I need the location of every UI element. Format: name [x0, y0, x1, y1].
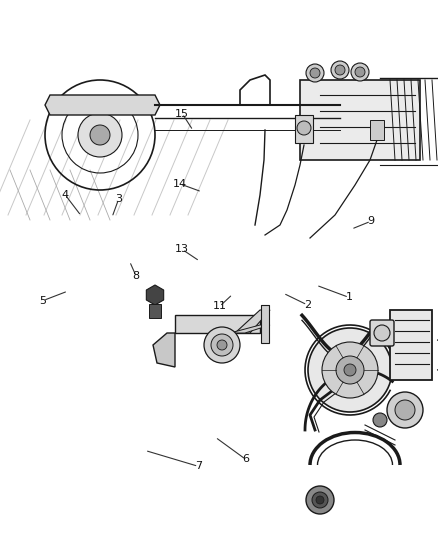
Text: 5: 5 — [39, 296, 46, 305]
Text: 6: 6 — [242, 455, 249, 464]
Circle shape — [372, 413, 386, 427]
Circle shape — [350, 63, 368, 81]
Circle shape — [334, 65, 344, 75]
FancyBboxPatch shape — [369, 320, 393, 346]
FancyBboxPatch shape — [261, 305, 268, 343]
Text: 13: 13 — [175, 245, 189, 254]
Polygon shape — [230, 325, 269, 333]
Circle shape — [335, 356, 363, 384]
Circle shape — [321, 342, 377, 398]
Text: 2: 2 — [303, 300, 310, 310]
Circle shape — [305, 486, 333, 514]
Circle shape — [330, 61, 348, 79]
Polygon shape — [234, 310, 269, 333]
Circle shape — [309, 68, 319, 78]
Text: 1: 1 — [345, 293, 352, 302]
Text: 14: 14 — [173, 179, 187, 189]
Circle shape — [373, 325, 389, 341]
FancyBboxPatch shape — [369, 120, 383, 140]
Circle shape — [211, 334, 233, 356]
Text: 4: 4 — [61, 190, 68, 199]
Polygon shape — [153, 333, 175, 367]
Text: 3: 3 — [115, 195, 122, 204]
Circle shape — [343, 364, 355, 376]
FancyBboxPatch shape — [299, 80, 419, 160]
Circle shape — [305, 64, 323, 82]
FancyBboxPatch shape — [148, 304, 161, 318]
Circle shape — [204, 327, 240, 363]
Circle shape — [315, 496, 323, 504]
Circle shape — [90, 125, 110, 145]
Text: 15: 15 — [175, 109, 189, 118]
Circle shape — [297, 121, 310, 135]
FancyBboxPatch shape — [389, 310, 431, 380]
Polygon shape — [45, 95, 159, 115]
Circle shape — [311, 492, 327, 508]
Polygon shape — [146, 285, 163, 305]
Circle shape — [78, 113, 122, 157]
FancyBboxPatch shape — [175, 315, 259, 333]
Text: 11: 11 — [212, 302, 226, 311]
Circle shape — [216, 340, 226, 350]
Circle shape — [394, 400, 414, 420]
Text: 8: 8 — [132, 271, 139, 281]
Circle shape — [307, 328, 391, 412]
Text: 7: 7 — [194, 462, 201, 471]
Text: 9: 9 — [367, 216, 374, 226]
Circle shape — [354, 67, 364, 77]
FancyBboxPatch shape — [294, 115, 312, 143]
Circle shape — [386, 392, 422, 428]
